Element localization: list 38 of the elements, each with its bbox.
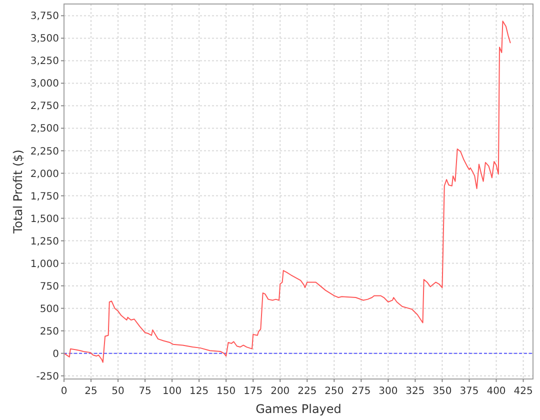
x-tick-label: 275	[352, 386, 371, 397]
y-axis-title: Total Profit ($)	[11, 150, 25, 234]
y-tick-label: 3,750	[30, 11, 59, 22]
y-tick-label: 3,500	[30, 34, 59, 45]
y-tick-label: 2,750	[30, 101, 59, 112]
x-tick-label: 100	[162, 386, 182, 397]
y-tick-label: 1,500	[30, 214, 59, 225]
x-tick-label: 325	[406, 386, 425, 397]
x-tick-label: 225	[298, 386, 317, 397]
y-tick-label: 500	[40, 304, 59, 315]
x-tick-label: 50	[112, 386, 124, 397]
y-tick-label: 1,750	[30, 191, 59, 202]
y-tick-label: 2,250	[30, 146, 59, 158]
y-tick-label: -250	[36, 371, 59, 382]
x-tick-label: 150	[216, 386, 236, 397]
y-tick-label: 0	[52, 348, 59, 360]
x-tick-label: 250	[324, 386, 344, 397]
x-tick-label: 200	[270, 386, 290, 397]
y-tick-label: 1,250	[30, 236, 59, 248]
y-tick-label: 1,000	[30, 258, 59, 270]
y-tick-label: 2,500	[30, 124, 59, 135]
x-tick-label: 400	[486, 386, 506, 397]
x-tick-label: 25	[84, 386, 98, 397]
x-tick-label: 425	[514, 386, 533, 397]
y-tick-label: 2,000	[30, 168, 59, 180]
y-tick-label: 3,000	[30, 78, 59, 90]
y-tick-label: 250	[40, 326, 59, 338]
line-series	[64, 20, 511, 363]
x-tick-label: 350	[432, 386, 452, 397]
x-tick-label: 375	[460, 386, 479, 397]
x-axis-title: Games Played	[256, 402, 342, 416]
x-tick-label: 175	[244, 386, 263, 397]
x-tick-label: 300	[378, 386, 398, 397]
y-tick-label: 750	[40, 281, 59, 292]
x-tick-label: 75	[138, 386, 152, 397]
x-tick-label: 125	[190, 386, 209, 397]
x-tick-label: 0	[60, 386, 68, 397]
y-tick-label: 3,250	[30, 56, 59, 68]
